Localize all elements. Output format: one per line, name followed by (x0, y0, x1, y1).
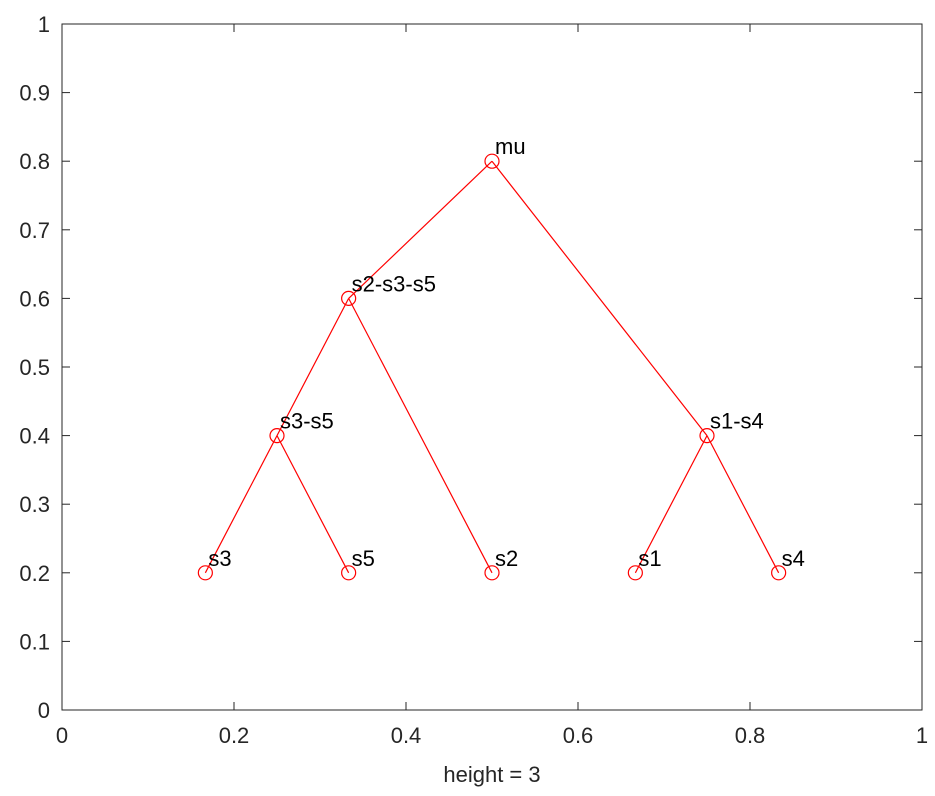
plot-area (62, 24, 922, 710)
node-label: mu (495, 134, 526, 159)
node-label: s4 (782, 546, 805, 571)
plot-box (62, 24, 922, 710)
y-tick-label: 0.9 (19, 81, 50, 106)
node-label: s3 (208, 546, 231, 571)
node-label: s5 (352, 546, 375, 571)
node-label: s2 (495, 546, 518, 571)
y-tick-label: 0.2 (19, 561, 50, 586)
y-tick-label: 0.7 (19, 218, 50, 243)
x-tick-label: 0.6 (563, 723, 594, 748)
node-label: s1 (638, 546, 661, 571)
y-tick-label: 0.1 (19, 629, 50, 654)
node-label: s2-s3-s5 (352, 271, 436, 296)
x-tick-label: 1 (916, 723, 928, 748)
x-tick-label: 0.2 (219, 723, 250, 748)
node-label: s3-s5 (280, 409, 334, 434)
node-label: s1-s4 (710, 409, 764, 434)
y-tick-label: 0 (38, 698, 50, 723)
y-tick-label: 1 (38, 12, 50, 37)
y-tick-label: 0.5 (19, 355, 50, 380)
y-tick-label: 0.3 (19, 492, 50, 517)
y-tick-label: 0.8 (19, 149, 50, 174)
x-axis-title: height = 3 (443, 762, 540, 787)
x-tick-label: 0.4 (391, 723, 422, 748)
x-tick-label: 0 (56, 723, 68, 748)
y-tick-label: 0.6 (19, 286, 50, 311)
y-tick-label: 0.4 (19, 424, 50, 449)
x-tick-label: 0.8 (735, 723, 766, 748)
